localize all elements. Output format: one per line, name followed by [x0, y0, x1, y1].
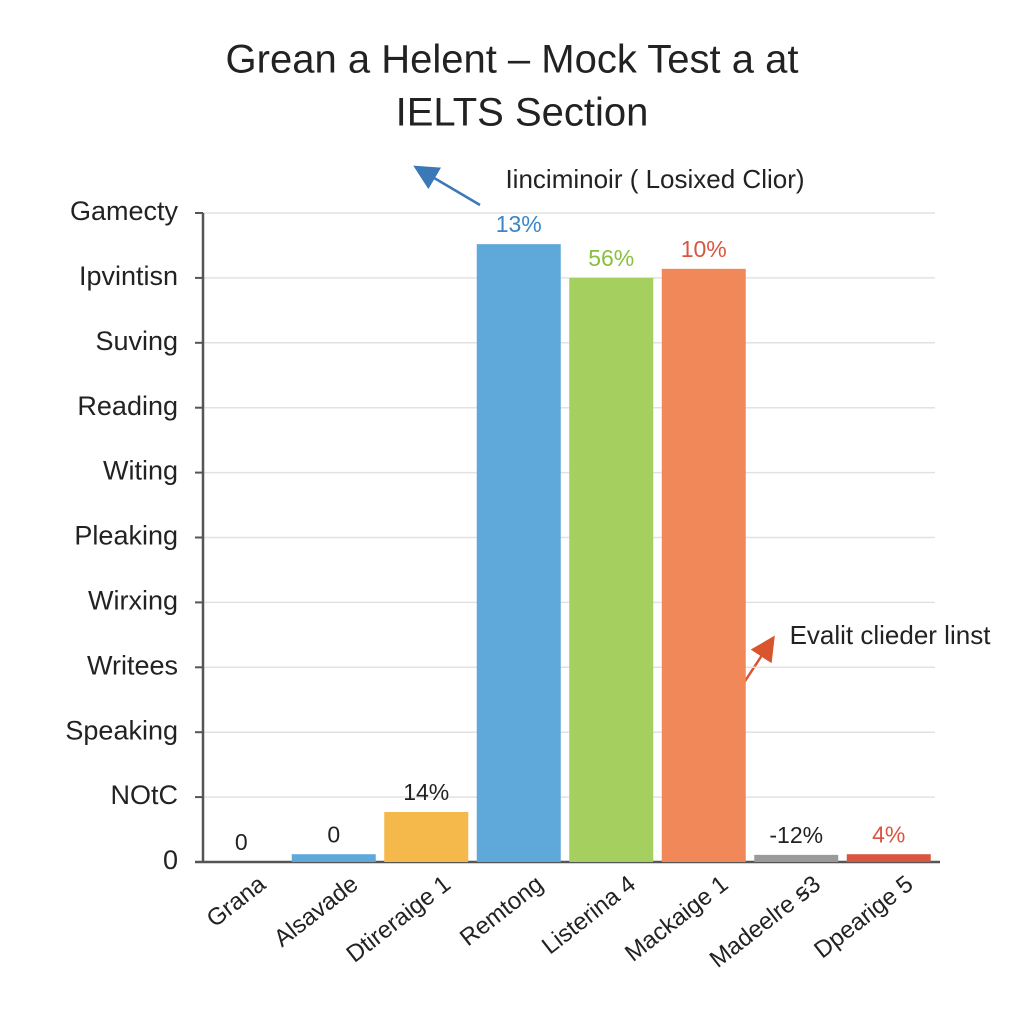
- y-tick-label: NOtC: [111, 780, 179, 810]
- y-tick-label: Speaking: [65, 715, 178, 745]
- bar: [476, 244, 561, 863]
- bar-label: 0: [327, 821, 340, 847]
- bar: [291, 854, 376, 862]
- y-tick-label: Pleaking: [74, 521, 178, 551]
- bar-label: 0: [235, 829, 248, 855]
- x-tick-label: Grana: [202, 870, 272, 933]
- bar: [754, 854, 839, 862]
- chart-title: Grean a Helent – Mock Test a at: [226, 38, 799, 82]
- y-tick-label: Suving: [95, 326, 178, 356]
- bar: [846, 854, 931, 862]
- chart-title: IELTS Section: [396, 91, 649, 135]
- arrow: [413, 165, 481, 207]
- y-tick-label: Gamecty: [70, 196, 179, 226]
- y-tick-label: Writees: [87, 650, 178, 680]
- x-tick-label: Dpearige 5: [809, 870, 918, 964]
- y-tick-label: Reading: [77, 391, 178, 421]
- bar-label: 4%: [872, 821, 905, 847]
- bar-label: 13%: [496, 211, 542, 237]
- bar-label: 10%: [681, 236, 727, 262]
- x-tick-label: Dtireraige 1: [341, 870, 455, 968]
- annotation: Evalit clieder linst: [790, 620, 992, 650]
- bar: [661, 268, 746, 863]
- bar-label: 14%: [403, 779, 449, 805]
- y-tick-label: Witing: [103, 456, 178, 486]
- x-tick-label: Remtong: [455, 870, 548, 951]
- y-tick-label: 0: [163, 845, 178, 875]
- y-tick-label: Wirxing: [88, 586, 178, 616]
- annotation: Iinciminoir ( Losixed Clior): [505, 164, 804, 194]
- bar: [384, 812, 469, 862]
- bar-label: -12%: [769, 822, 823, 848]
- bar-label: 56%: [588, 245, 634, 271]
- bar: [569, 277, 654, 862]
- y-tick-label: Ipvintisn: [79, 261, 178, 291]
